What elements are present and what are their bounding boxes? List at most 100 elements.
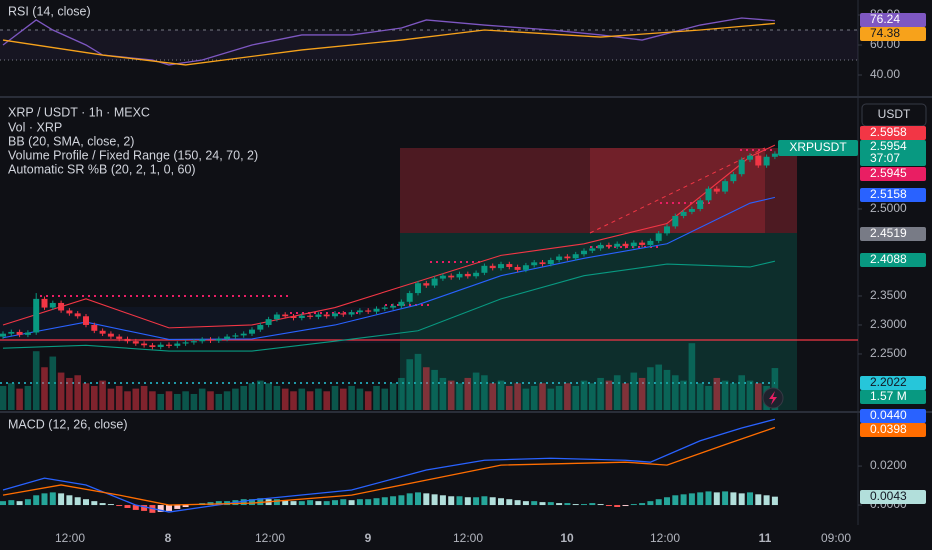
volume-bar xyxy=(331,385,339,410)
value-badge xyxy=(860,227,926,241)
volume-bar xyxy=(49,356,57,410)
x-tick-label: 09:00 xyxy=(821,531,851,545)
value-badge xyxy=(860,167,926,181)
volume-bar xyxy=(174,393,181,410)
volume-bar xyxy=(140,385,148,410)
volume-bar xyxy=(398,377,405,410)
macd-histogram-bar xyxy=(107,504,114,506)
macd-histogram-bar xyxy=(547,502,554,506)
macd-histogram-bar xyxy=(423,493,430,506)
candle-body xyxy=(107,333,114,337)
macd-histogram-bar xyxy=(66,495,73,506)
rsi-title: RSI (14, close) xyxy=(8,4,91,18)
volume-bar xyxy=(290,391,297,410)
candle-body xyxy=(597,244,604,249)
candle-body xyxy=(365,310,372,312)
candle-body xyxy=(647,240,654,245)
value-badge-label: 2.4088 xyxy=(870,252,907,266)
volume-bar xyxy=(464,377,472,410)
candle-body xyxy=(730,174,737,182)
x-tick-label: 12:00 xyxy=(55,531,85,545)
candle-body xyxy=(340,313,347,315)
macd-histogram-bar xyxy=(398,495,405,506)
candle-body xyxy=(141,343,148,346)
volume-bar xyxy=(423,367,430,410)
macd-histogram-bar xyxy=(473,497,480,506)
macd-histogram-bar xyxy=(91,501,98,506)
macd-histogram-bar xyxy=(415,492,421,506)
macd-histogram-bar xyxy=(614,505,621,507)
value-badge xyxy=(860,188,926,202)
macd-histogram-bar xyxy=(597,504,604,506)
macd-histogram-bar xyxy=(166,505,172,511)
volume-bar xyxy=(107,388,115,410)
macd-histogram-bar xyxy=(522,501,529,506)
candle-body xyxy=(66,310,73,314)
macd-histogram-bar xyxy=(464,497,471,506)
candle-body xyxy=(539,262,546,265)
macd-histogram-bar xyxy=(0,501,6,506)
value-badge-label: 2.5945 xyxy=(870,166,907,180)
candle-body xyxy=(273,314,280,320)
volume-bar xyxy=(489,383,496,410)
macd-histogram-bar xyxy=(506,499,513,506)
candle-body xyxy=(415,283,421,294)
candle-body xyxy=(763,156,770,166)
value-badge xyxy=(860,13,926,27)
candle-body xyxy=(116,336,123,339)
candle-body xyxy=(506,264,513,267)
volume-bar xyxy=(364,391,372,410)
macd-histogram-bar xyxy=(713,492,720,506)
macd-histogram-bar xyxy=(439,495,446,506)
volume-bar xyxy=(373,385,380,410)
x-tick-label: 12:00 xyxy=(650,531,680,545)
alert-icon[interactable] xyxy=(769,391,777,405)
candle-body xyxy=(83,316,89,325)
currency-label[interactable]: USDT xyxy=(878,107,911,121)
volume-bar xyxy=(190,393,198,410)
candle-body xyxy=(713,188,720,192)
value-badge-label: 2.4519 xyxy=(870,226,907,240)
macd-histogram-bar xyxy=(647,501,654,506)
candle-body xyxy=(738,159,745,175)
macd-histogram-bar xyxy=(688,493,695,506)
macd-histogram-bar xyxy=(498,498,504,506)
volume-bar xyxy=(82,383,90,410)
volume-bar xyxy=(638,377,646,410)
macd-histogram-bar xyxy=(390,496,397,506)
macd-histogram-bar xyxy=(215,501,222,506)
value-badge-label: 0.0398 xyxy=(870,422,907,436)
candle-body xyxy=(398,301,405,306)
x-tick-label: 12:00 xyxy=(453,531,483,545)
value-badge xyxy=(860,423,926,437)
macd-histogram-bar xyxy=(323,501,330,506)
candle-body xyxy=(498,264,504,269)
x-tick-label: 11 xyxy=(759,531,772,545)
candle-body xyxy=(664,226,670,234)
bb-lower-line xyxy=(2,260,776,352)
macd-histogram-bar xyxy=(99,503,106,506)
volume-bar xyxy=(406,359,413,410)
macd-histogram-bar xyxy=(83,499,89,506)
value-badge-label: 0.0440 xyxy=(870,408,907,422)
volume-bar xyxy=(323,391,330,410)
macd-histogram-bar xyxy=(771,496,778,506)
value-badge-sublabel: 37:07 xyxy=(870,151,900,165)
candle-body xyxy=(33,298,40,333)
macd-histogram-bar xyxy=(24,499,31,506)
candle-body xyxy=(564,256,571,259)
candle-body xyxy=(622,243,629,247)
volume-bar xyxy=(605,380,613,410)
macd-histogram-bar xyxy=(481,496,488,506)
candle-body xyxy=(456,273,463,278)
volume-bar xyxy=(555,385,563,410)
y-tick-label: 0.0200 xyxy=(870,458,907,472)
candle-body xyxy=(190,341,197,343)
candle-body xyxy=(581,250,587,255)
candle-body xyxy=(439,275,446,279)
candle-body xyxy=(307,315,314,317)
candle-body xyxy=(41,298,48,308)
candle-body xyxy=(614,243,621,247)
candle-body xyxy=(406,293,413,302)
macd-histogram-bar xyxy=(456,496,463,506)
